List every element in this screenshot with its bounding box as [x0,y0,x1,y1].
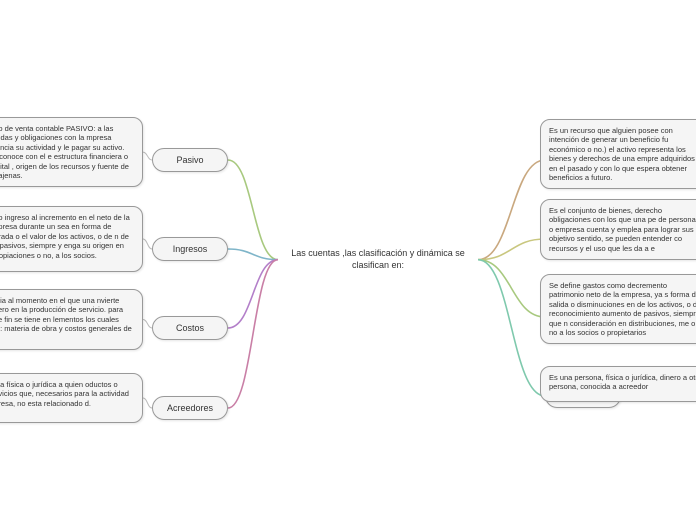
desc-activo: Es un recurso que alguien posee con inte… [540,119,696,189]
node-acreedores-label: Acreedores [167,403,213,413]
desc-gastos: Se define gastos como decremento patrimo… [540,274,696,344]
desc-pasivo: unto de venta contable PASIVO: a las deu… [0,117,143,187]
desc-activo-text: Es un recurso que alguien posee con inte… [549,126,695,182]
node-pasivo-label: Pasivo [176,155,203,165]
desc-deudores: Es una persona, física o jurídica, diner… [540,366,696,402]
node-costos: Costos [152,316,228,340]
center-label: Las cuentas ,las clasificación y dinámic… [291,248,465,270]
node-ingresos-label: Ingresos [173,244,208,254]
desc-costos: encia al momento en el que una nvierte d… [0,289,143,350]
desc-deudores-text: Es una persona, física o jurídica, diner… [549,373,696,391]
node-acreedores: Acreedores [152,396,228,420]
desc-ingresos-text: omo ingreso al incremento en el neto de … [0,213,130,260]
desc-acreedores: sona física o jurídica a quien oductos o… [0,373,143,423]
node-costos-label: Costos [176,323,204,333]
center-node: Las cuentas ,las clasificación y dinámic… [278,248,478,271]
desc-gastos-text: Se define gastos como decremento patrimo… [549,281,696,337]
node-ingresos: Ingresos [152,237,228,261]
desc-acreedores-text: sona física o jurídica a quien oductos o… [0,380,129,408]
desc-patrimonio: Es el conjunto de bienes, derecho obliga… [540,199,696,260]
desc-pasivo-text: unto de venta contable PASIVO: a las deu… [0,124,129,180]
desc-ingresos: omo ingreso al incremento en el neto de … [0,206,143,272]
desc-patrimonio-text: Es el conjunto de bienes, derecho obliga… [549,206,696,253]
desc-costos-text: encia al momento en el que una nvierte d… [0,296,132,343]
node-pasivo: Pasivo [152,148,228,172]
